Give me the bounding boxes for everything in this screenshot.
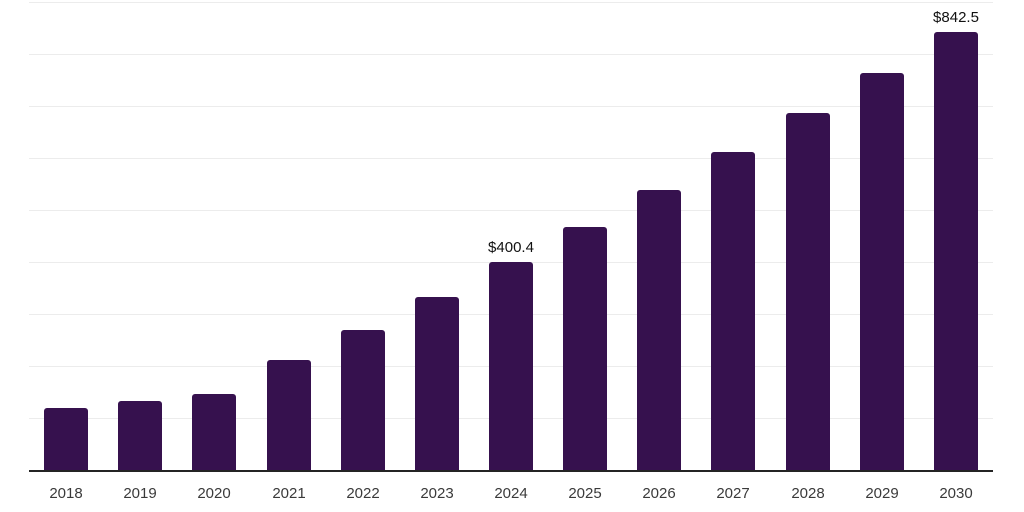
plot-area: $400.4 $842.5: [29, 2, 993, 472]
bar-2020: [192, 394, 236, 470]
x-tick-label-2025: 2025: [568, 485, 602, 502]
x-axis-line: [29, 470, 993, 472]
bar-2029: [860, 73, 904, 470]
x-tick-label-2030: 2030: [939, 485, 973, 502]
bar-2026: [637, 190, 681, 470]
gridline: [29, 106, 993, 107]
x-tick-label-2023: 2023: [420, 485, 454, 502]
bar-2018: [44, 408, 88, 470]
gridline: [29, 54, 993, 55]
bar-2030: [934, 32, 978, 470]
gridline: [29, 210, 993, 211]
x-tick-label-2027: 2027: [716, 485, 750, 502]
bar-2023: [415, 297, 459, 470]
gridline: [29, 158, 993, 159]
bar-2019: [118, 401, 162, 470]
bar-2022: [341, 330, 385, 470]
gridline: [29, 2, 993, 3]
bar-2027: [711, 152, 755, 470]
bar-2021: [267, 360, 311, 470]
x-tick-label-2026: 2026: [642, 485, 676, 502]
x-tick-label-2028: 2028: [791, 485, 825, 502]
bar-2025: [563, 227, 607, 470]
x-tick-label-2021: 2021: [272, 485, 306, 502]
x-tick-label-2029: 2029: [865, 485, 899, 502]
x-tick-label-2018: 2018: [49, 485, 83, 502]
bar-2024: [489, 262, 533, 470]
x-tick-label-2019: 2019: [123, 485, 157, 502]
value-label-2030: $842.5: [933, 9, 979, 26]
value-label-2024: $400.4: [488, 239, 534, 256]
x-tick-label-2020: 2020: [197, 485, 231, 502]
x-tick-label-2024: 2024: [494, 485, 528, 502]
x-tick-label-2022: 2022: [346, 485, 380, 502]
bar-2028: [786, 113, 830, 470]
